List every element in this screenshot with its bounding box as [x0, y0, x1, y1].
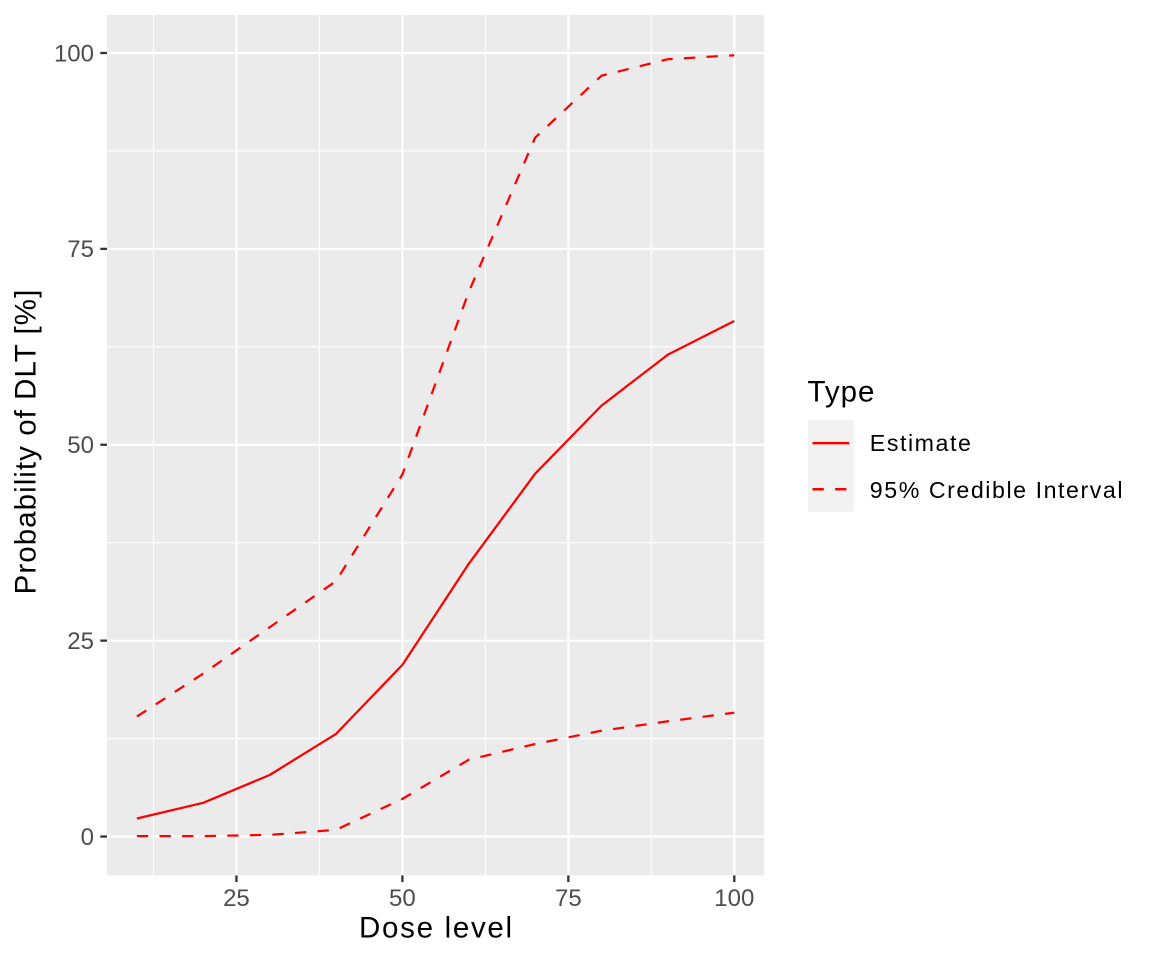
svg-text:Estimate: Estimate: [870, 430, 973, 456]
svg-text:95% Credible Interval: 95% Credible Interval: [870, 477, 1124, 503]
svg-text:75: 75: [67, 236, 94, 263]
svg-text:Probability of DLT [%]: Probability of DLT [%]: [10, 289, 43, 595]
svg-text:50: 50: [389, 885, 416, 912]
svg-text:50: 50: [67, 432, 94, 459]
svg-text:100: 100: [714, 885, 754, 912]
svg-text:0: 0: [81, 824, 94, 851]
svg-text:Dose level: Dose level: [359, 911, 514, 944]
svg-text:25: 25: [223, 885, 250, 912]
svg-text:100: 100: [54, 40, 94, 67]
svg-text:75: 75: [555, 885, 582, 912]
svg-text:25: 25: [67, 628, 94, 655]
svg-text:Type: Type: [808, 376, 876, 409]
